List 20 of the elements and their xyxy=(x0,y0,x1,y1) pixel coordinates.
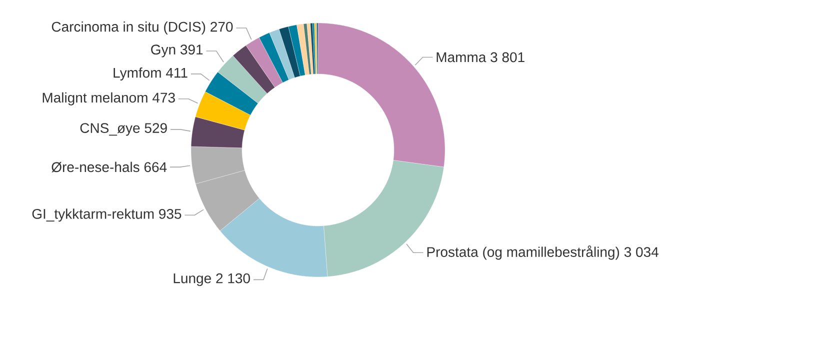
data-label: 473 xyxy=(152,92,175,103)
data-label: 935 xyxy=(159,208,182,219)
data-label: 2 130 xyxy=(216,273,250,284)
data-label: 3 801 xyxy=(490,52,524,62)
slice-label: Malignt melanom xyxy=(42,92,148,106)
slice-label: Prostata (og mamillebestråling) xyxy=(427,246,620,260)
data-label: 664 xyxy=(144,162,167,172)
data-label: 270 xyxy=(210,22,233,32)
slice-label: CNS_øye xyxy=(80,123,140,136)
slice-label: GI_tykktarm-rektum xyxy=(32,208,154,222)
slice-label: Øre-nese-hals xyxy=(52,162,140,172)
slice-label: Lymfom xyxy=(114,67,161,80)
slice-label: Lunge xyxy=(174,274,211,286)
data-label: 529 xyxy=(144,123,167,134)
data-label: 391 xyxy=(180,44,203,55)
slice-label: Mamma xyxy=(436,52,486,62)
data-label: 411 xyxy=(166,68,188,78)
data-label: 3 034 xyxy=(624,247,658,257)
slice-label: Carcinoma in situ (DCIS) xyxy=(52,21,206,34)
slice-label: Gyn xyxy=(151,44,176,58)
